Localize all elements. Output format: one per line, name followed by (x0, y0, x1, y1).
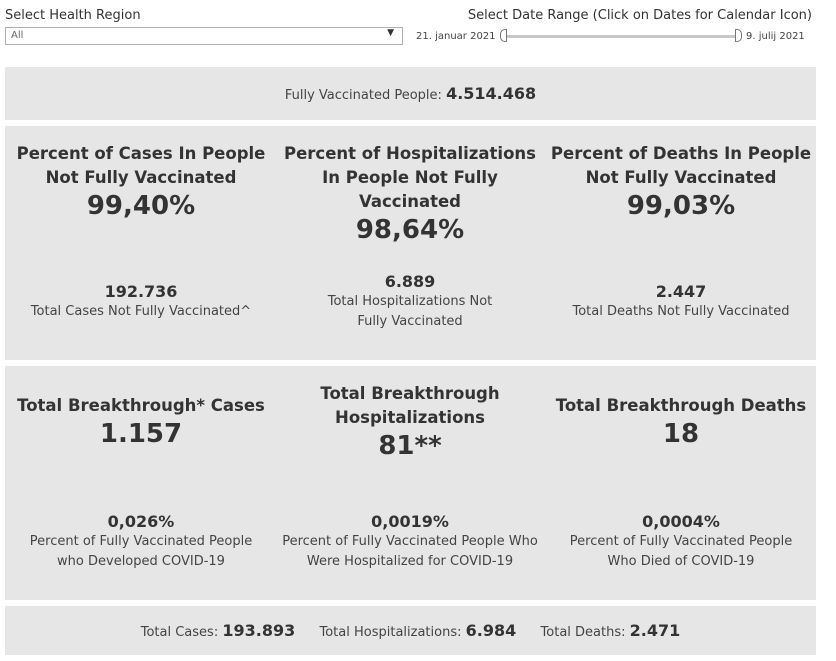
totals-panel: Total Cases: 193.893 Total Hospitalizati… (5, 606, 816, 655)
date-range-label: Select Date Range (Click on Dates for Ca… (467, 8, 812, 23)
total-cases-value: 193.893 (222, 621, 296, 640)
not-vaccinated-cases-card: Percent of Cases In People Not Fully Vac… (6, 142, 276, 222)
date-range-end-handle[interactable] (735, 29, 742, 42)
card-percent: 99,03% (626, 191, 736, 221)
health-region-value: All (11, 30, 24, 41)
card-title: Percent of Cases In People Not Fully Vac… (16, 144, 266, 187)
not-vaccinated-deaths-card: Percent of Deaths In People Not Fully Va… (546, 142, 816, 222)
card-title: Percent of Hospitalizations In People No… (284, 144, 536, 211)
date-range-slider-track[interactable] (506, 35, 738, 38)
total-hospitalizations-label: Total Hospitalizations: (319, 625, 462, 640)
breakthrough-cases-card: Total Breakthrough* Cases 1.157 (6, 394, 276, 450)
breakthrough-cases-detail: 0,026% Percent of Fully Vaccinated Peopl… (6, 512, 276, 572)
card-desc: Total Cases Not Fully Vaccinated^ (30, 304, 252, 319)
breakthrough-deaths-card: Total Breakthrough Deaths 18 (546, 394, 816, 450)
card-desc: Percent of Fully Vaccinated People Who W… (282, 534, 538, 569)
fully-vaccinated-label: Fully Vaccinated People: (284, 88, 442, 103)
date-end-button[interactable]: 9. julij 2021 (746, 31, 805, 42)
card-desc: Total Deaths Not Fully Vaccinated (572, 304, 790, 319)
totals-line: Total Cases: 193.893 Total Hospitalizati… (5, 621, 816, 640)
card-percent: 0,0019% (371, 512, 449, 531)
health-region-select[interactable]: All ▼ (5, 27, 403, 45)
card-value: 1.157 (99, 419, 183, 449)
breakthrough-hosp-detail: 0,0019% Percent of Fully Vaccinated Peop… (275, 512, 545, 572)
not-vaccinated-cases-detail: 192.736 Total Cases Not Fully Vaccinated… (6, 282, 276, 322)
health-region-label: Select Health Region (5, 8, 141, 23)
breakthrough-hosp-card: Total Breakthrough Hospitalizations 81** (275, 382, 545, 462)
card-title: Total Breakthrough Hospitalizations (320, 384, 500, 427)
card-desc: Percent of Fully Vaccinated People who D… (29, 534, 253, 569)
card-desc: Percent of Fully Vaccinated People Who D… (569, 534, 793, 569)
total-deaths-value: 2.471 (629, 621, 681, 640)
total-deaths-label: Total Deaths: (540, 625, 626, 640)
card-percent: 0,026% (107, 512, 175, 531)
fully-vaccinated-line: Fully Vaccinated People: 4.514.468 (5, 84, 816, 103)
card-title: Percent of Deaths In People Not Fully Va… (550, 144, 812, 187)
card-count: 6.889 (384, 272, 436, 291)
card-percent: 0,0004% (642, 512, 720, 531)
chevron-down-icon[interactable]: ▼ (387, 28, 394, 38)
card-desc: Total Hospitalizations Not Fully Vaccina… (327, 294, 493, 329)
fully-vaccinated-value: 4.514.468 (446, 84, 537, 103)
fully-vaccinated-panel: Fully Vaccinated People: 4.514.468 (5, 67, 816, 120)
breakthrough-deaths-detail: 0,0004% Percent of Fully Vaccinated Peop… (546, 512, 816, 572)
card-percent: 98,64% (355, 215, 465, 245)
card-count: 2.447 (655, 282, 707, 301)
total-hospitalizations-value: 6.984 (465, 621, 517, 640)
card-title: Total Breakthrough Deaths (555, 396, 807, 415)
card-value: 18 (662, 419, 700, 449)
date-start-button[interactable]: 21. januar 2021 (416, 31, 496, 42)
date-range-start-handle[interactable] (500, 29, 507, 42)
not-vaccinated-panel: Percent of Cases In People Not Fully Vac… (5, 126, 816, 360)
not-vaccinated-hosp-card: Percent of Hospitalizations In People No… (275, 142, 545, 246)
card-percent: 99,40% (86, 191, 196, 221)
card-title: Total Breakthrough* Cases (17, 396, 265, 415)
card-value: 81** (378, 431, 442, 461)
not-vaccinated-hosp-detail: 6.889 Total Hospitalizations Not Fully V… (275, 272, 545, 332)
card-count: 192.736 (104, 282, 178, 301)
breakthrough-panel: Total Breakthrough* Cases 1.157 0,026% P… (5, 366, 816, 600)
total-cases-label: Total Cases: (140, 625, 219, 640)
not-vaccinated-deaths-detail: 2.447 Total Deaths Not Fully Vaccinated (546, 282, 816, 322)
